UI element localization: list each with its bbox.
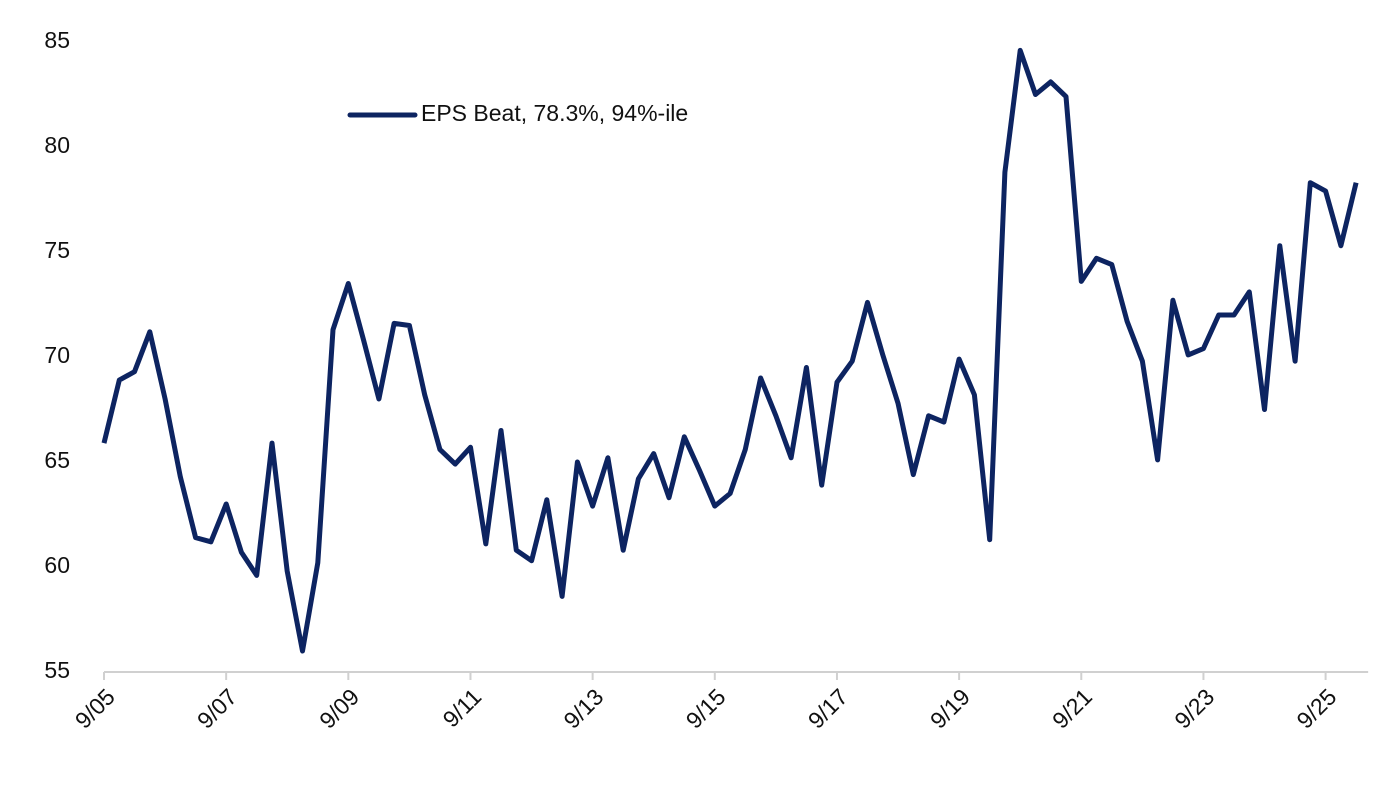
legend-label: EPS Beat, 78.3%, 94%-ile: [421, 100, 688, 126]
series-line: [101, 47, 1359, 654]
y-tick-label: 70: [44, 342, 70, 368]
y-tick-label: 60: [44, 552, 70, 578]
x-tick-label: 9/25: [1291, 683, 1341, 733]
x-tick-label: 9/05: [70, 683, 120, 733]
x-tick-label: 9/07: [192, 683, 242, 733]
y-tick-label: 80: [44, 132, 70, 158]
x-tick-label: 9/15: [681, 683, 731, 733]
y-tick-label: 85: [44, 27, 70, 53]
x-tick-label: 9/23: [1169, 683, 1219, 733]
y-tick-label: 65: [44, 447, 70, 473]
x-tick-label: 9/11: [437, 683, 486, 732]
x-tick-label: 9/21: [1047, 683, 1097, 733]
x-tick-label: 9/09: [314, 683, 364, 733]
y-tick-label: 55: [44, 657, 70, 683]
x-tick-label: 9/17: [803, 683, 853, 733]
y-tick-label: 75: [44, 237, 70, 263]
x-tick-label: 9/13: [558, 683, 608, 733]
x-tick-label: 9/19: [925, 683, 975, 733]
